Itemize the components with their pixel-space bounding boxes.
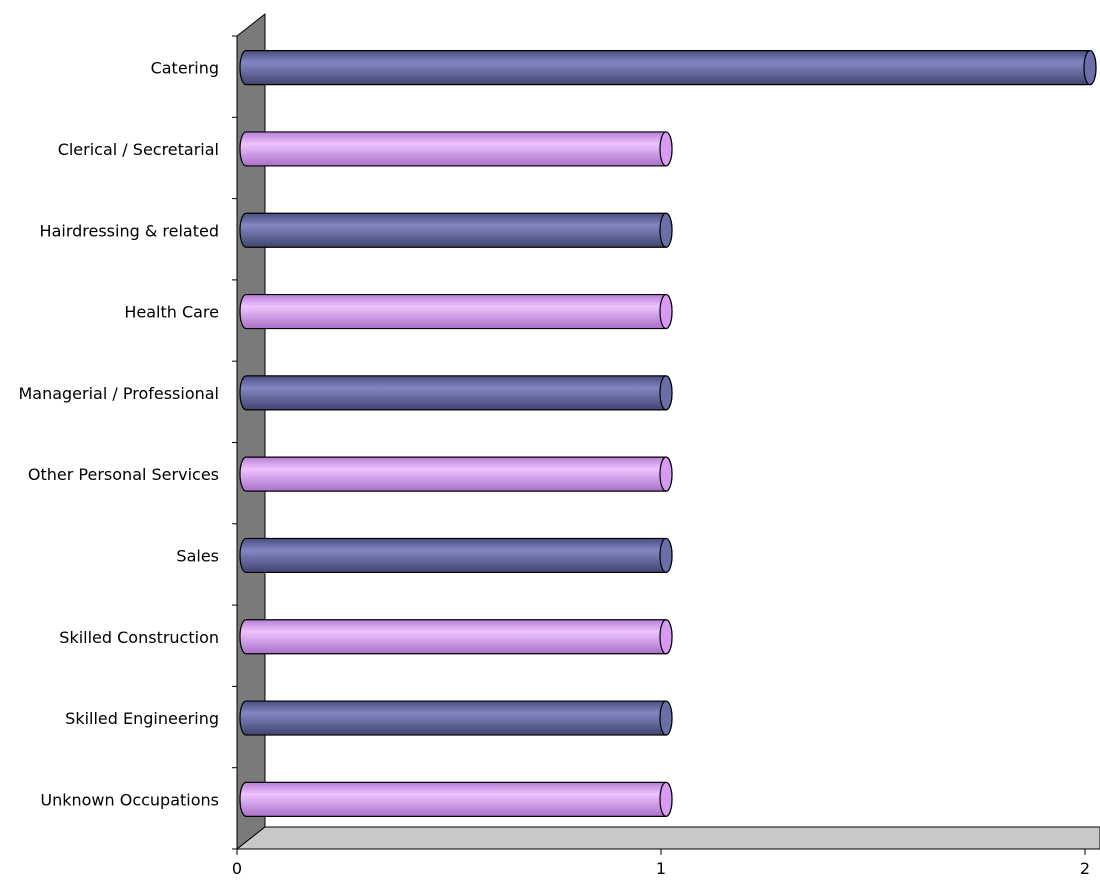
category-label: Sales	[176, 546, 219, 565]
bar-end-cap	[659, 781, 673, 817]
bar-end-cap	[1083, 50, 1097, 86]
x-tick-label: 0	[232, 859, 242, 878]
bar-end-cap	[659, 131, 673, 167]
category-label: Catering	[151, 59, 219, 78]
bar-sales	[239, 537, 673, 574]
bar-skilled-construction	[239, 619, 673, 655]
bar-end-cap	[659, 456, 673, 492]
bar-hairdressing-related	[239, 212, 673, 248]
bar-body	[239, 619, 673, 655]
bar-clerical-secretarial	[239, 131, 673, 167]
bar-body	[239, 700, 673, 736]
chart-floor	[235, 826, 1100, 850]
bar-end-cap	[659, 212, 673, 248]
bar-end-cap	[659, 619, 673, 655]
bar-body	[239, 212, 673, 248]
bar-body	[239, 537, 673, 574]
category-label: Skilled Engineering	[65, 709, 219, 728]
bar-health-care	[239, 293, 673, 330]
bar-other-personal-services	[239, 456, 673, 492]
bar-unknown-occupations	[239, 781, 673, 817]
x-tick-label: 2	[1080, 859, 1090, 878]
bar-body	[239, 50, 1097, 86]
x-tick-label: 1	[656, 859, 666, 878]
y-axis-ticks	[232, 35, 237, 850]
category-labels: Catering Clerical / Secretarial Hairdressi…	[18, 59, 219, 810]
bar-end-cap	[659, 700, 673, 736]
category-label: Clerical / Secretarial	[58, 140, 219, 159]
bar-body	[239, 131, 673, 167]
bar-skilled-engineering	[239, 700, 673, 736]
bar-managerial-professional	[239, 375, 673, 411]
bar-end-cap	[659, 537, 673, 574]
x-axis-ticks: 0 1 2	[232, 849, 1090, 878]
bar-end-cap	[659, 375, 673, 411]
bar-end-cap	[659, 293, 673, 330]
category-label: Managerial / Professional	[18, 384, 219, 403]
category-label: Health Care	[124, 303, 219, 322]
bar-body	[239, 293, 673, 330]
bar-body	[239, 456, 673, 492]
category-label: Hairdressing & related	[40, 221, 219, 240]
bar-body	[239, 375, 673, 411]
category-label: Other Personal Services	[28, 465, 219, 484]
category-label: Skilled Construction	[59, 628, 219, 647]
category-label: Unknown Occupations	[40, 790, 219, 809]
bars-group	[239, 50, 1097, 817]
bar-catering	[239, 50, 1097, 86]
bar-body	[239, 781, 673, 817]
